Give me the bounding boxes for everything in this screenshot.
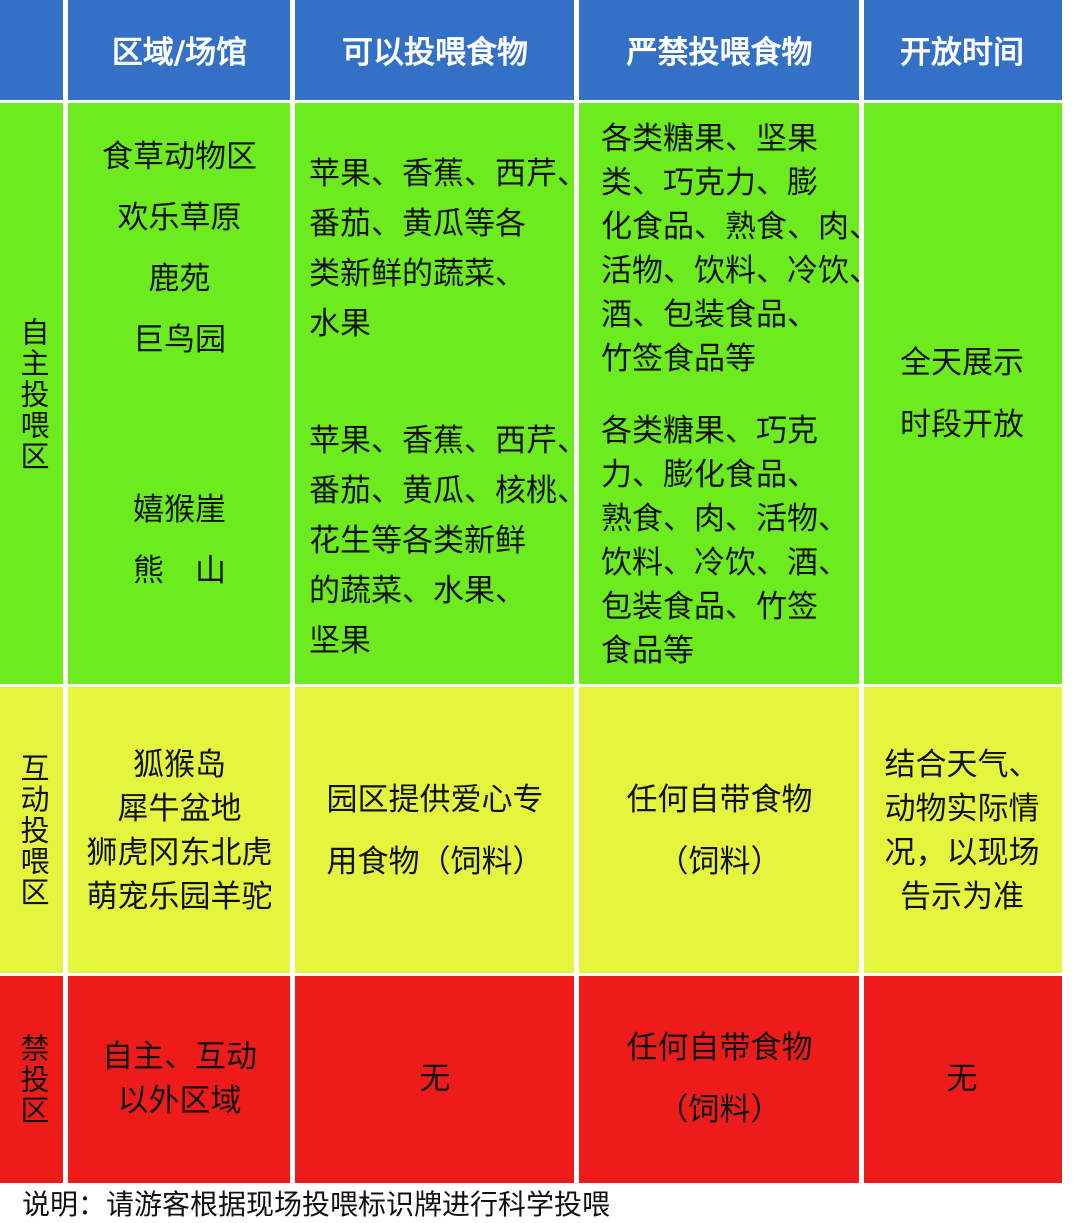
section-label: 禁投区 [0, 975, 66, 1183]
header-text: 严禁投喂食物 [626, 34, 813, 71]
header-text: 区域/场馆 [111, 34, 248, 71]
text-line: 各类糖果、坚果 [601, 120, 818, 157]
header-cell: 区域/场馆 [66, 0, 293, 98]
text-line: 番茄、黄瓜、核桃、 [309, 472, 588, 509]
text-line: 活物、饮料、冷饮、 [601, 252, 880, 289]
text-line: （饲料） [657, 1092, 782, 1128]
text-line: 番茄、黄瓜等各 [309, 205, 526, 242]
text-line: 任何自带食物 [626, 781, 813, 818]
text-line: 任何自带食物 [626, 1030, 813, 1066]
text-line: 鹿苑 [148, 260, 211, 297]
band [0, 975, 1062, 1183]
text-line: 水果 [309, 305, 371, 342]
text-line: 熊 山 [133, 552, 226, 589]
forbidden-food: 各类糖果、坚果 类、巧克力、膨化食品、熟食、肉、 活物、饮料、冷饮、 酒、包装食品、竹… [577, 102, 880, 395]
allowed-food: 无 [293, 975, 577, 1183]
note: 说明：请游客根据现场投喂标识牌进行科学投喂 [22, 1188, 611, 1221]
allowed-food: 园区提供爱心专 用食物（饲料） [293, 686, 577, 975]
text-line: 巨鸟园 [133, 321, 226, 358]
hours: 全天展示 时段开放 [862, 102, 1062, 686]
text-line: 告示为准 [900, 878, 1024, 915]
text-line: 况，以现场 [884, 834, 1040, 871]
header-text: 开放时间 [900, 34, 1024, 71]
section-label: 互动投喂区 [0, 686, 66, 975]
divider [0, 100, 1062, 103]
allowed-food: 苹果、香蕉、西芹、 番茄、黄瓜、核桃、 花生等各类新鲜 的蔬菜、水果、 坚果 [293, 395, 588, 686]
header-cell: 开放时间 [862, 0, 1062, 98]
venues: 狐猴岛犀牛盆地狮虎冈东北虎 萌宠乐园羊驼 [66, 686, 293, 975]
text-line: 各类糖果、巧克 [601, 412, 818, 449]
text-line: 无 [946, 1061, 978, 1097]
text-line: 类、巧克力、膨 [601, 164, 818, 201]
section-label-text: 自主投喂区 [16, 316, 50, 472]
text-line: 食草动物区 [102, 138, 257, 175]
text-line: 用食物（饲料） [326, 843, 544, 880]
divider [859, 0, 864, 1183]
forbidden-food: 各类糖果、巧克 力、膨化食品、 熟食、肉、活物、 饮料、冷饮、酒、 包装食品、竹签 食品等 [577, 395, 862, 686]
text-line: 狮虎冈东北虎 [86, 834, 273, 871]
text-line: 熟食、肉、活物、 [601, 500, 849, 537]
section-label-text: 禁投区 [16, 1032, 50, 1126]
text-line: 的蔬菜、水果、 [309, 572, 526, 609]
text-line: 嬉猴崖 [133, 491, 226, 528]
band [0, 0, 1062, 102]
text-line: 坚果 [309, 622, 371, 659]
header-cell: 可以投喂食物 [293, 0, 577, 98]
text-line: 时段开放 [900, 407, 1024, 443]
text-line: 竹签食品等 [601, 340, 756, 377]
text-line: 全天展示 [900, 345, 1024, 381]
text-line: 包装食品、竹签 [601, 588, 818, 625]
band [0, 102, 1062, 686]
text-line: 萌宠乐园羊驼 [86, 878, 273, 915]
text-line: 化食品、熟食、肉、 [601, 208, 880, 245]
text-line: 狐猴岛 [133, 746, 226, 783]
venues: 嬉猴崖熊 山 [66, 395, 293, 686]
section-label: 自主投喂区 [0, 102, 66, 686]
forbidden-food: 任何自带食物 （饲料） [577, 686, 862, 975]
text-line: 苹果、香蕉、西芹、 [309, 422, 588, 459]
text-line: 自主、互动 [102, 1039, 257, 1075]
text-line: 犀牛盆地 [117, 790, 242, 827]
forbidden-food: 任何自带食物 （饲料） [577, 975, 862, 1183]
band [0, 686, 1062, 975]
text-line: 以外区域 [117, 1083, 242, 1119]
venues: 自主、互动 以外区域 [66, 975, 293, 1183]
text-line: 欢乐草原 [117, 199, 242, 236]
venues: 食草动物区欢乐草原鹿苑巨鸟园 [66, 102, 293, 395]
text-line: 酒、包装食品、 [601, 296, 818, 333]
text-line: 饮料、冷饮、酒、 [601, 544, 849, 581]
hours: 无 [862, 975, 1062, 1183]
allowed-food: 苹果、香蕉、西芹、 番茄、黄瓜等各 类新鲜的蔬菜、 水果 [293, 102, 588, 395]
divider [574, 0, 579, 1183]
section-label-text: 互动投喂区 [16, 753, 50, 908]
divider [0, 973, 1062, 976]
text-line: 动物实际情 [884, 790, 1040, 827]
divider [290, 0, 295, 1183]
divider [63, 0, 68, 1183]
text-line: 苹果、香蕉、西芹、 [309, 155, 588, 192]
hours: 结合天气、动物实际情况，以现场告示为准 [862, 686, 1062, 975]
text-line: （饲料） [657, 843, 782, 880]
text-line: 园区提供爱心专 [326, 781, 544, 818]
text-line: 无 [419, 1061, 451, 1097]
text-line: 结合天气、 [884, 746, 1040, 783]
text-line: 食品等 [601, 632, 694, 669]
header-cell: 严禁投喂食物 [577, 0, 862, 98]
divider [0, 684, 1062, 687]
text-line: 力、膨化食品、 [601, 456, 818, 493]
header-text: 可以投喂食物 [342, 34, 528, 71]
text-line: 花生等各类新鲜 [309, 522, 526, 559]
text-line: 类新鲜的蔬菜、 [309, 255, 526, 292]
